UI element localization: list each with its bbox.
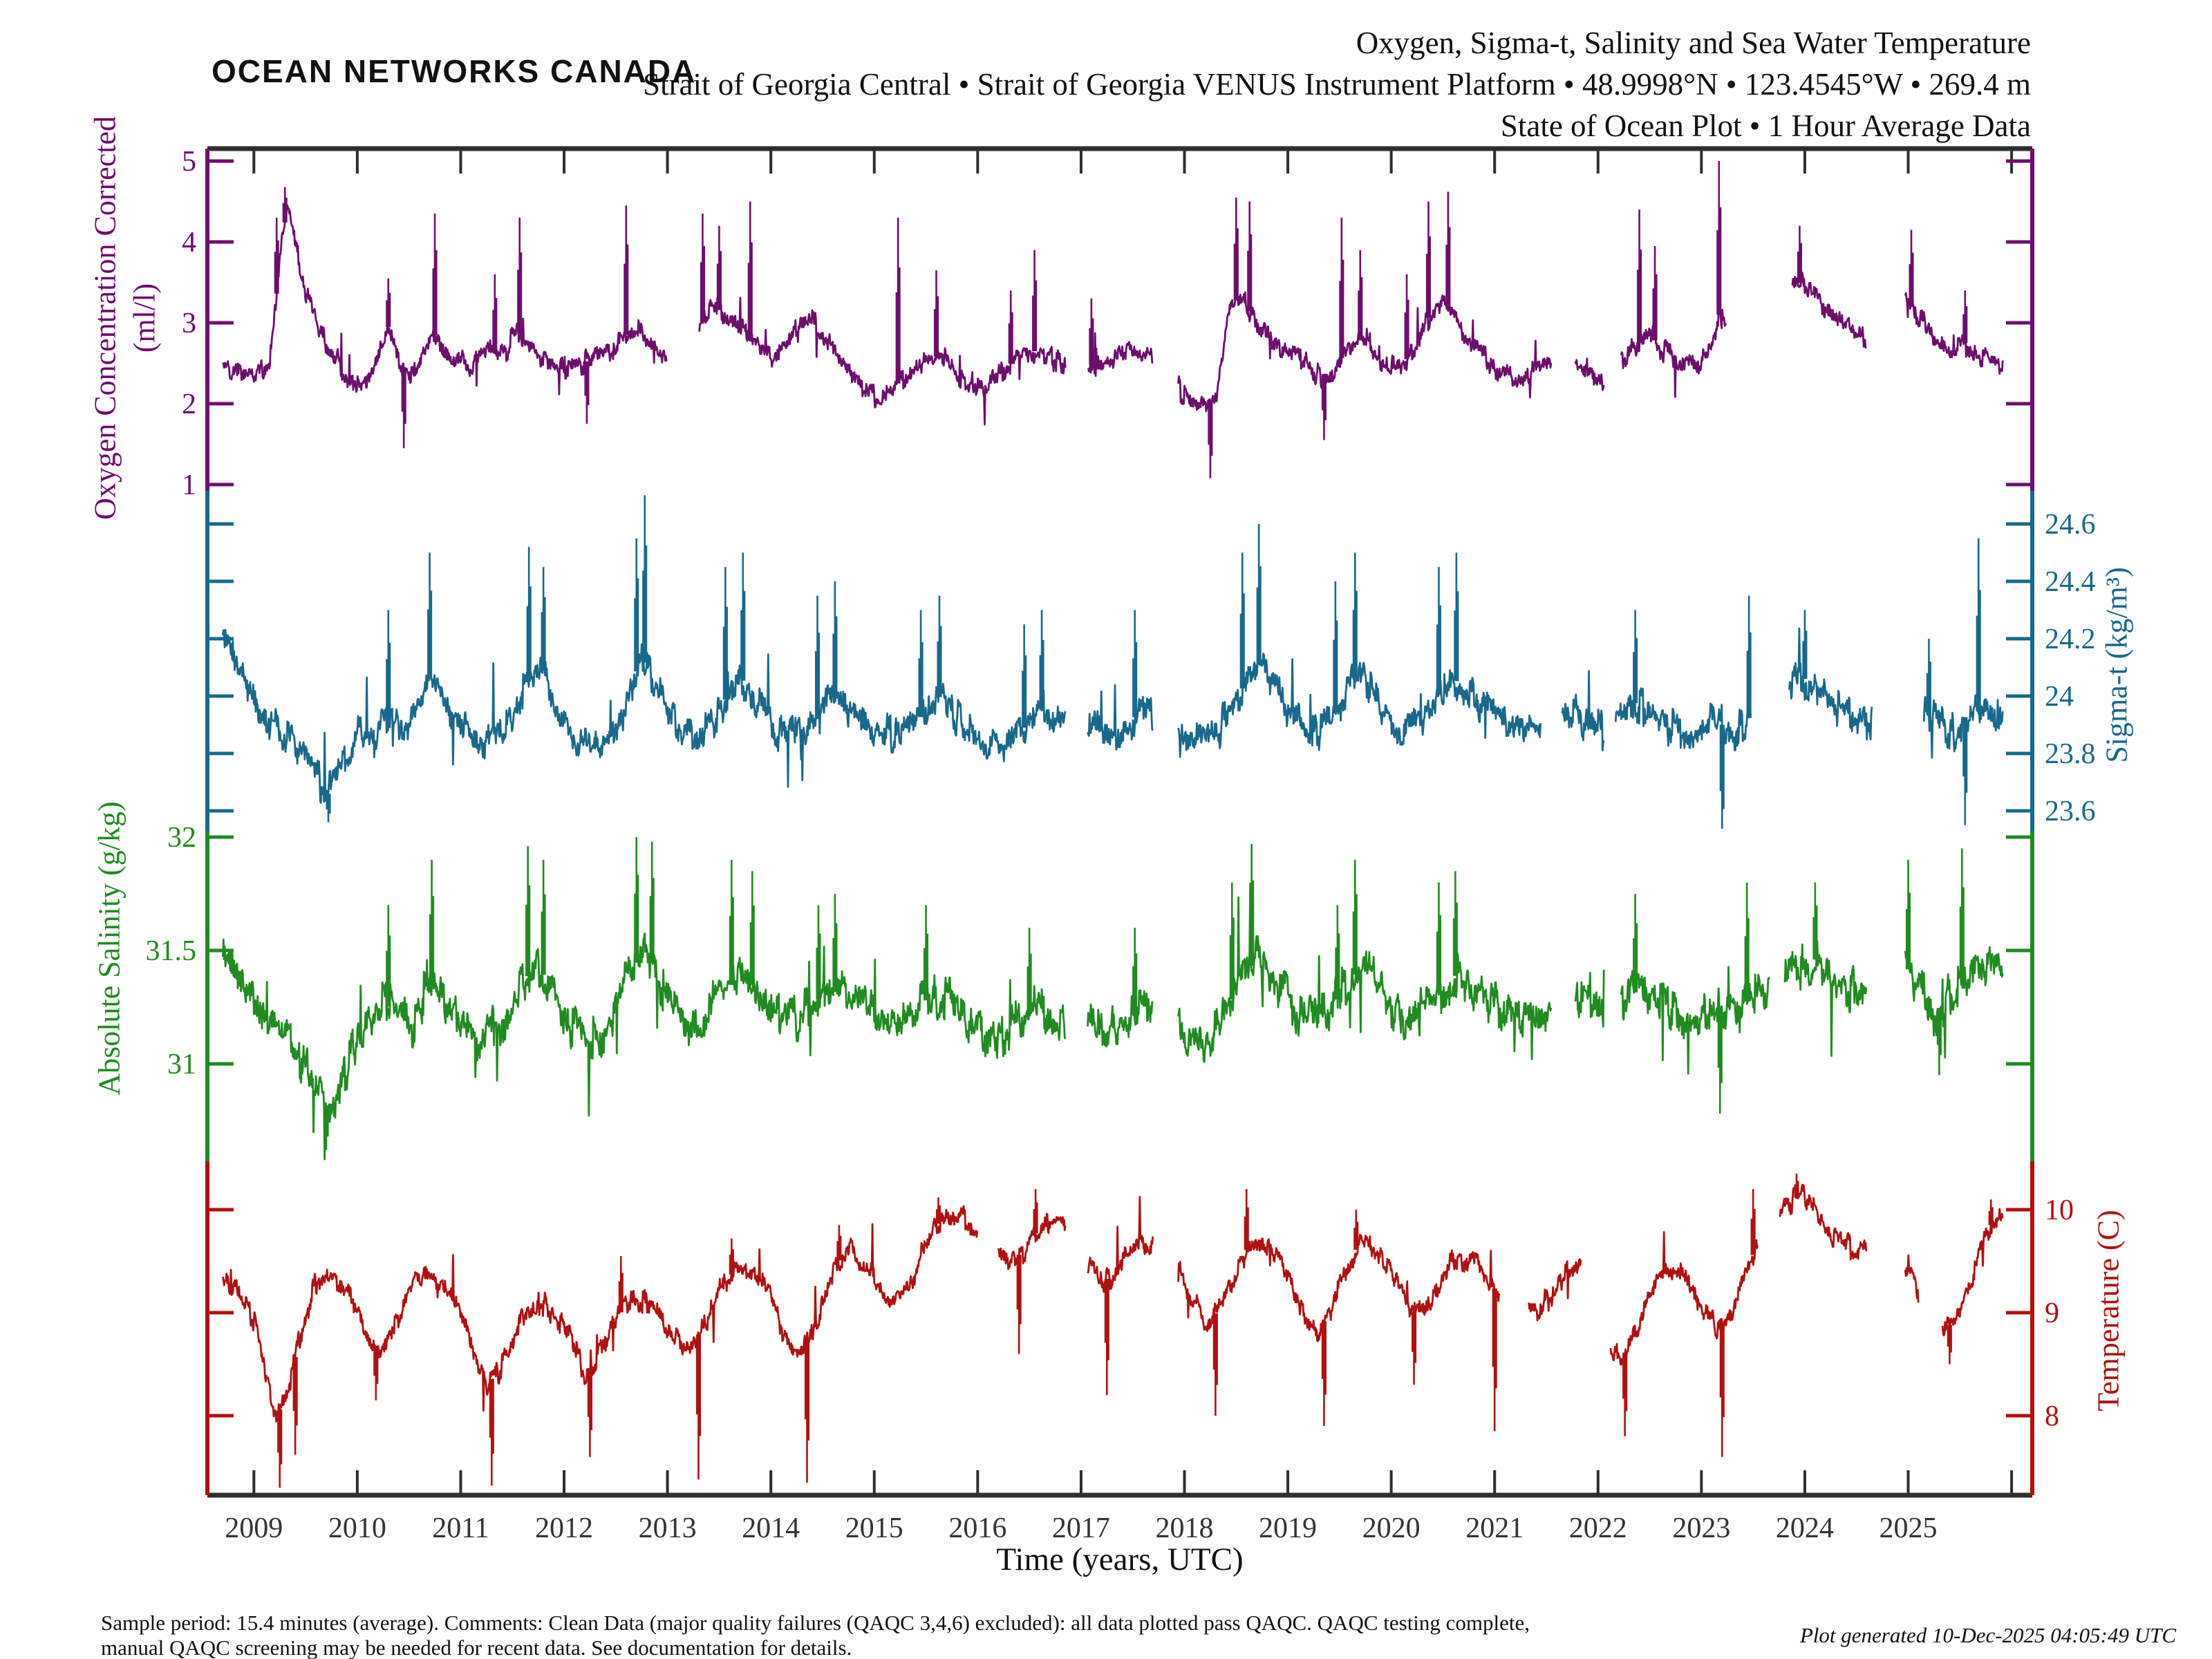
x-tick-label: 2023 (1672, 1512, 1730, 1544)
generated-timestamp: Plot generated 10-Dec-2025 04:05:49 UTC (1799, 1623, 2176, 1647)
y-tick-label-salinity: 32 (167, 822, 196, 854)
x-tick-label: 2010 (328, 1512, 386, 1544)
x-tick-label: 2022 (1569, 1512, 1627, 1544)
x-tick-label: 2020 (1362, 1512, 1421, 1544)
series-salinity-line (222, 883, 2004, 1161)
y-tick-label-temperature: 8 (2045, 1400, 2059, 1432)
x-tick-label: 2019 (1259, 1512, 1317, 1544)
plot-subtitle-location: Strait of Georgia Central • Strait of Ge… (643, 67, 2031, 102)
series-sigma-line (222, 627, 2004, 804)
ocean-networks-canada-logo: OCEAN NETWORKS CANADA (212, 53, 697, 89)
x-tick-label: 2011 (432, 1512, 489, 1544)
series-oxygen-line (222, 204, 2004, 426)
x-tick-label: 2013 (639, 1512, 697, 1544)
x-tick-label: 2017 (1052, 1512, 1110, 1544)
x-tick-label: 2024 (1776, 1512, 1834, 1544)
x-tick-label: 2009 (225, 1512, 283, 1544)
y-tick-label-temperature: 10 (2045, 1194, 2074, 1226)
y-tick-label-oxygen: 5 (182, 146, 196, 178)
x-tick-label: 2018 (1155, 1512, 1213, 1544)
x-tick-label: 2015 (845, 1512, 903, 1544)
y-tick-label-temperature: 9 (2045, 1297, 2059, 1329)
y-tick-label-sigma: 24.2 (2045, 624, 2096, 655)
x-tick-label: 2012 (535, 1512, 593, 1544)
x-tick-label: 2014 (742, 1512, 800, 1544)
y-tick-label-sigma: 24.4 (2045, 566, 2096, 598)
y-tick-label-sigma: 23.6 (2045, 796, 2096, 827)
caption-line-2: manual QAQC screening may be needed for … (101, 1635, 852, 1659)
y-tick-label-oxygen: 2 (182, 388, 196, 420)
y-tick-label-oxygen: 3 (182, 308, 196, 339)
y-tick-label-sigma: 23.8 (2045, 738, 2096, 770)
y-tick-label-salinity: 31 (167, 1049, 196, 1080)
y-tick-label-oxygen: 1 (182, 469, 196, 501)
x-tick-label: 2025 (1880, 1512, 1938, 1544)
y-tick-label-oxygen: 4 (182, 227, 196, 259)
x-tick-label: 2016 (948, 1512, 1006, 1544)
y-tick-label-sigma: 24 (2045, 681, 2074, 713)
x-axis-label: Time (years, UTC) (996, 1541, 1244, 1577)
x-tick-label: 2021 (1465, 1512, 1524, 1544)
y-tick-label-salinity: 31.5 (146, 935, 197, 967)
series-temperature-line (222, 1183, 2004, 1423)
plot-title: Oxygen, Sigma-t, Salinity and Sea Water … (1356, 26, 2031, 60)
plot-subtitle-type: State of Ocean Plot • 1 Hour Average Dat… (1500, 109, 2031, 143)
caption-line-1: Sample period: 15.4 minutes (average). C… (101, 1611, 1530, 1635)
y-tick-label-sigma: 24.6 (2045, 509, 2096, 541)
